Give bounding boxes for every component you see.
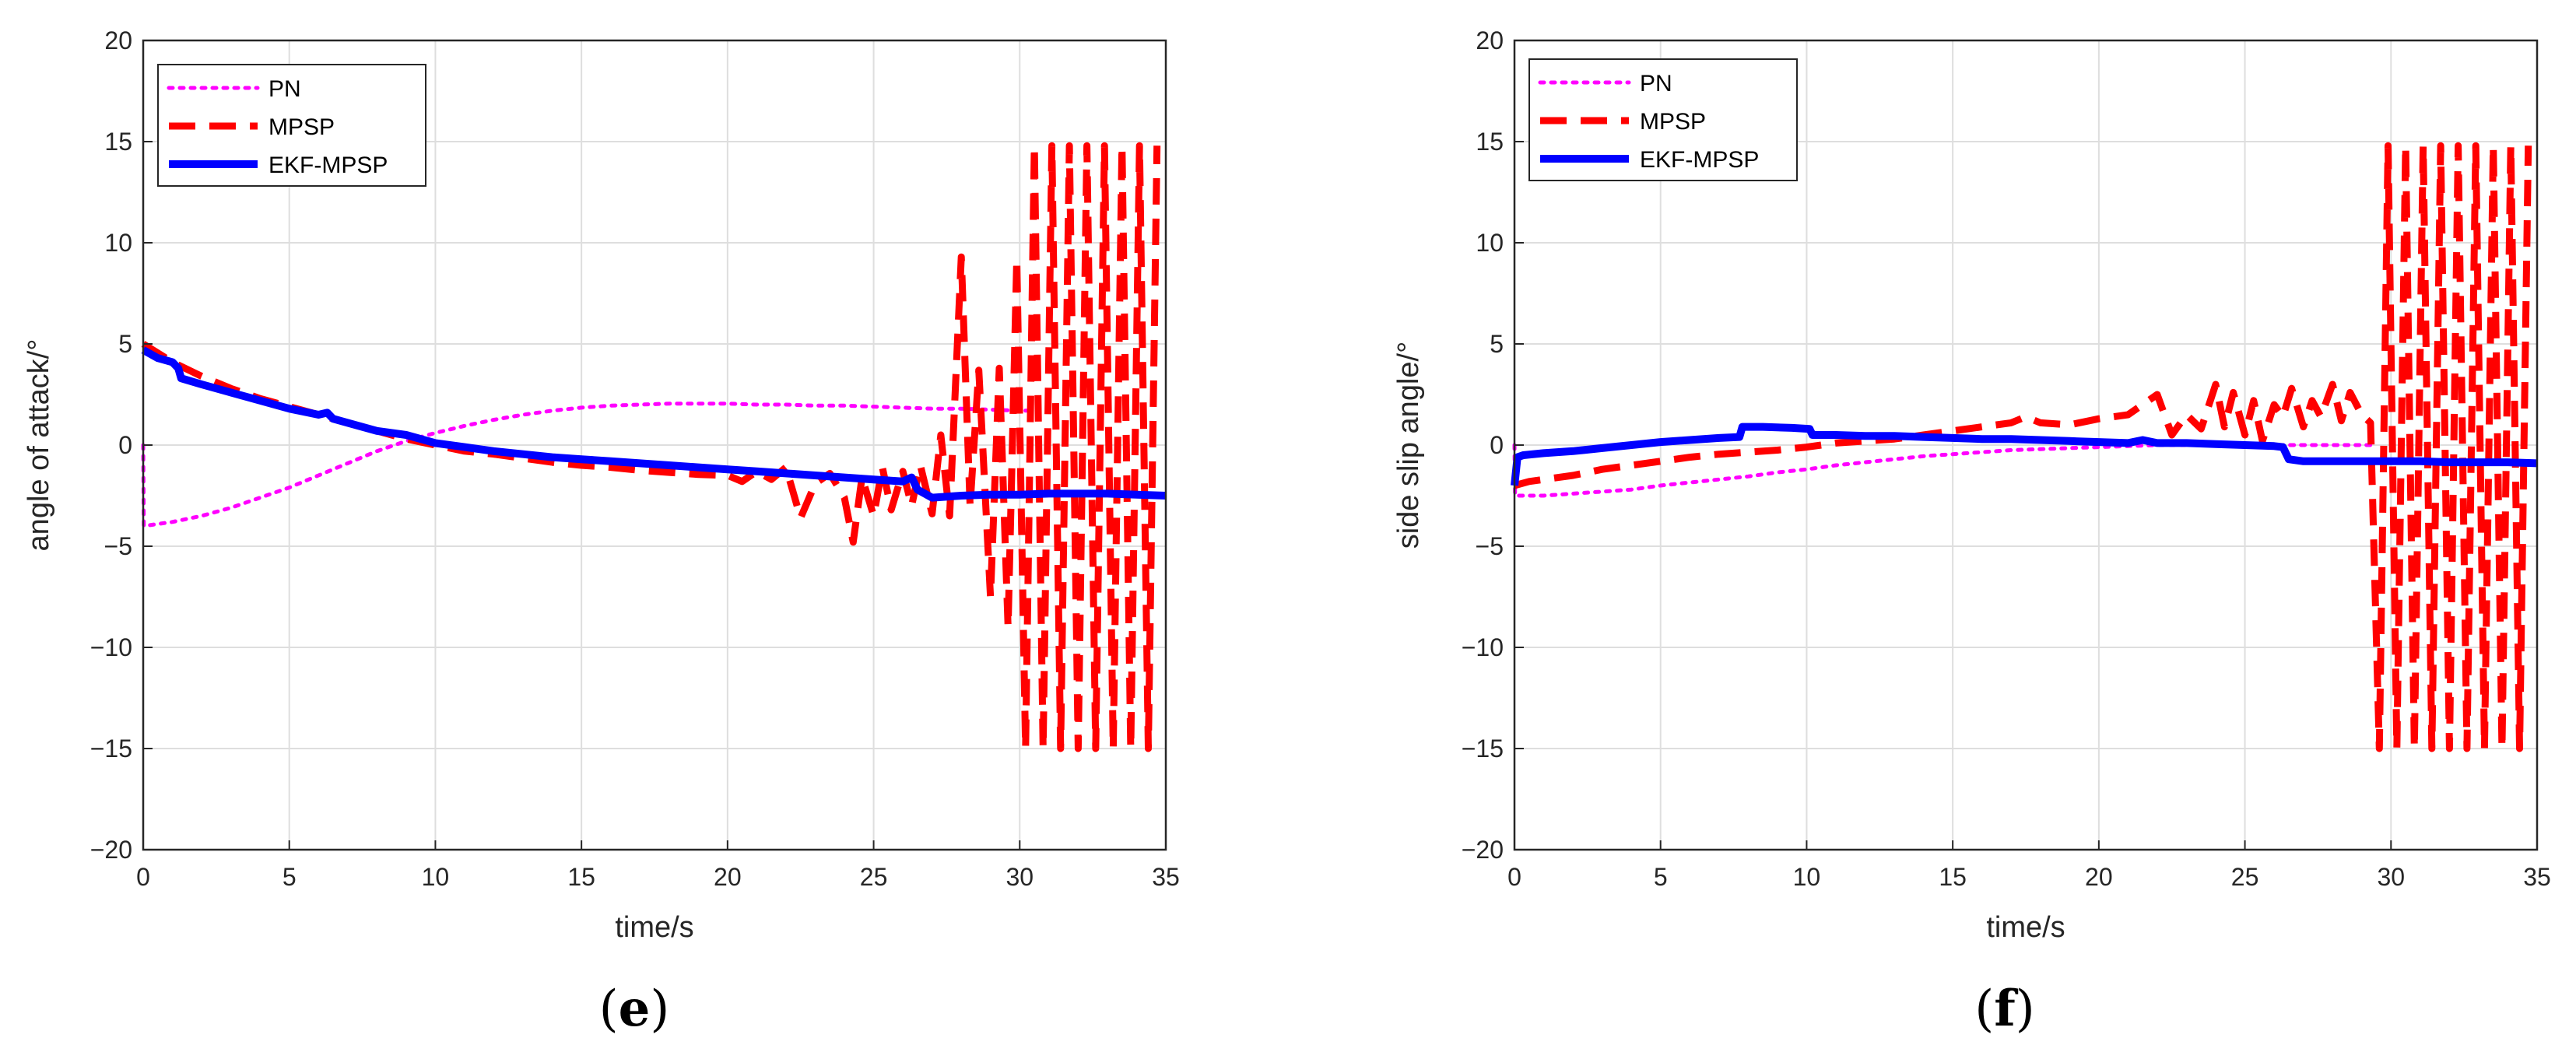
x-axis-label: time/s — [615, 911, 693, 944]
y-tick-label: −5 — [1476, 532, 1504, 560]
x-tick-label: 20 — [714, 863, 742, 891]
y-tick-label: −20 — [1462, 836, 1504, 864]
x-tick-label: 35 — [1152, 863, 1180, 891]
legend: PN MPSP EKF-MPSP — [157, 64, 426, 187]
x-tick-label: 30 — [2377, 863, 2405, 891]
chart-panel-f: 0 5 10 15 20 25 30 35 −20 −15 −10 −5 0 5 10 15 20 time/s s… — [1392, 26, 2551, 1038]
series-line-ekf-mpsp — [1511, 423, 2538, 486]
x-tick-label: 20 — [2085, 863, 2113, 891]
y-tick-label: 10 — [1476, 229, 1504, 257]
x-tick-label: 15 — [1939, 863, 1967, 891]
legend: PN MPSP EKF-MPSP — [1528, 58, 1798, 181]
x-tick-label: 15 — [567, 863, 595, 891]
x-tick-label: 35 — [2523, 863, 2551, 891]
y-tick-label: 5 — [1490, 330, 1504, 358]
y-axis-label: side slip angle/° — [1392, 342, 1425, 549]
x-tick-label: 5 — [283, 863, 297, 891]
x-tick-label: 0 — [1507, 863, 1521, 891]
legend-label: MPSP — [268, 114, 335, 140]
y-tick-label: −5 — [104, 532, 132, 560]
y-tick-label: 20 — [1476, 26, 1504, 54]
series-line-mpsp — [1513, 142, 2532, 752]
legend-label: MPSP — [1640, 109, 1706, 135]
series-line-ekf-mpsp — [141, 346, 1167, 502]
x-tick-label: 25 — [860, 863, 888, 891]
y-tick-label: 10 — [104, 229, 132, 257]
legend-label: EKF-MPSP — [1640, 147, 1759, 173]
series-line-mpsp — [141, 142, 1161, 752]
y-tick-label: 20 — [104, 26, 132, 54]
x-tick-label: 25 — [2231, 863, 2259, 891]
x-tick-label: 0 — [136, 863, 150, 891]
y-tick-label: 0 — [118, 431, 132, 459]
panel-caption: (e) — [599, 980, 670, 1038]
y-tick-label: −10 — [90, 633, 132, 661]
legend-label: PN — [268, 76, 301, 102]
y-tick-label: 15 — [104, 128, 132, 156]
panel-caption: (f) — [1974, 980, 2034, 1038]
x-tick-label: 5 — [1654, 863, 1668, 891]
series-line-pn — [141, 402, 1037, 528]
x-tick-label: 10 — [1793, 863, 1821, 891]
y-tick-label: 5 — [118, 330, 132, 358]
x-axis-label: time/s — [1986, 911, 2065, 944]
chart-panel-e: 0 5 10 15 20 25 30 35 −20 −15 −10 −5 0 5 10 15 20 time/s a… — [23, 26, 1180, 1038]
legend-label: PN — [1640, 71, 1672, 96]
legend-label: EKF-MPSP — [268, 153, 388, 178]
x-tick-label: 30 — [1005, 863, 1034, 891]
x-tick-label: 10 — [422, 863, 450, 891]
y-tick-label: 0 — [1490, 431, 1504, 459]
y-tick-label: −20 — [90, 836, 132, 864]
y-tick-label: 15 — [1476, 128, 1504, 156]
y-tick-label: −10 — [1462, 633, 1504, 661]
y-tick-label: −15 — [90, 735, 132, 763]
y-tick-label: −15 — [1462, 735, 1504, 763]
legend-box — [157, 64, 426, 187]
y-axis-label: angle of attack/° — [23, 339, 55, 552]
